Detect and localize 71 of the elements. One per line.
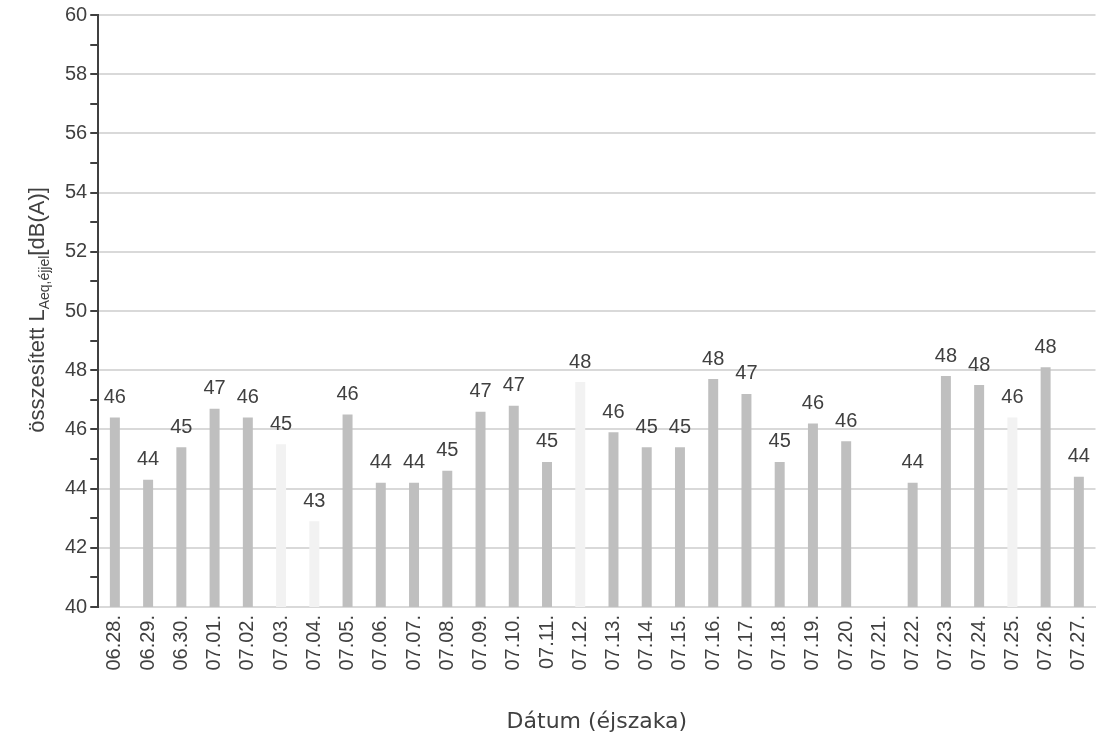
x-tick-label: 07.05. bbox=[335, 614, 358, 671]
data-label: 48 bbox=[1034, 334, 1057, 357]
y-tick-label: 56 bbox=[65, 120, 88, 143]
x-tick-label: 07.21. bbox=[866, 614, 889, 671]
data-label: 43 bbox=[303, 488, 326, 511]
x-tick-label: 07.15. bbox=[667, 614, 690, 671]
data-label: 45 bbox=[535, 429, 559, 452]
data-label: 46 bbox=[236, 385, 259, 408]
y-tick-label: 46 bbox=[65, 416, 88, 439]
y-tick-label: 44 bbox=[65, 476, 88, 499]
x-tick-label: 07.14. bbox=[634, 614, 657, 671]
x-tick-label: 07.25. bbox=[999, 614, 1022, 671]
y-tick-label: 48 bbox=[65, 357, 88, 380]
data-label: 46 bbox=[835, 408, 858, 431]
x-tick-label: 07.09. bbox=[468, 614, 491, 671]
data-label: 45 bbox=[269, 411, 293, 434]
x-tick-label: 07.10. bbox=[501, 614, 524, 671]
x-tick-label: 07.26. bbox=[1033, 614, 1056, 671]
data-label: 45 bbox=[668, 414, 692, 437]
x-tick-label: 07.13. bbox=[601, 614, 623, 671]
x-tick-label: 07.24. bbox=[966, 614, 989, 671]
x-tick-label: 07.01. bbox=[202, 614, 225, 671]
data-label: 44 bbox=[369, 450, 392, 473]
y-tick-label: 60 bbox=[65, 2, 88, 25]
x-tick-label: 07.06. bbox=[368, 614, 391, 671]
data-label: 48 bbox=[569, 349, 592, 372]
y-tick-label: 52 bbox=[65, 239, 88, 262]
data-label: 46 bbox=[801, 390, 825, 413]
x-tick-label: 06.28. bbox=[102, 614, 125, 671]
data-label: 44 bbox=[1067, 444, 1090, 467]
data-label: 48 bbox=[968, 352, 991, 375]
x-tick-label: 07.11. bbox=[534, 614, 557, 670]
x-tick-label: 07.07. bbox=[401, 614, 424, 671]
x-tick-label: 07.27. bbox=[1066, 614, 1089, 671]
x-tick-label: 07.18. bbox=[767, 614, 790, 671]
data-label: 46 bbox=[103, 385, 126, 408]
x-axis-title: Dátum (éjszaka) bbox=[506, 707, 688, 733]
x-tick-label: 07.03. bbox=[268, 614, 291, 671]
x-tick-label: 06.30. bbox=[168, 614, 191, 671]
x-tick-label: 07.02. bbox=[235, 614, 258, 671]
x-tick-label: 07.23. bbox=[933, 614, 956, 671]
x-tick-label: 07.04. bbox=[301, 614, 324, 671]
y-tick-label: 50 bbox=[65, 298, 88, 321]
data-label: 46 bbox=[602, 399, 625, 422]
data-label: 45 bbox=[436, 438, 459, 461]
y-tick-label: 58 bbox=[65, 61, 88, 84]
data-label: 48 bbox=[934, 343, 958, 366]
data-label: 44 bbox=[136, 447, 160, 470]
y-tick-label: 42 bbox=[65, 535, 88, 558]
data-label: 45 bbox=[170, 414, 193, 437]
data-label: 46 bbox=[336, 382, 359, 405]
y-tick-label: 54 bbox=[65, 180, 88, 203]
data-label: 45 bbox=[635, 414, 658, 437]
x-tick-label: 07.08. bbox=[434, 614, 457, 671]
data-label: 47 bbox=[469, 379, 492, 402]
data-label: 45 bbox=[768, 429, 791, 452]
x-tick-label: 07.19. bbox=[800, 614, 823, 671]
x-tick-label: 07.22. bbox=[900, 614, 923, 671]
y-tick-label: 40 bbox=[65, 594, 88, 617]
data-label: 44 bbox=[901, 450, 924, 473]
data-label: 47 bbox=[735, 361, 758, 384]
data-label: 46 bbox=[1001, 385, 1024, 408]
data-label: 48 bbox=[702, 346, 725, 369]
x-tick-label: 07.20. bbox=[833, 614, 856, 671]
x-tick-label: 07.17. bbox=[733, 614, 756, 671]
x-tick-label: 06.29. bbox=[135, 614, 158, 671]
data-label: 47 bbox=[203, 376, 226, 399]
data-label: 47 bbox=[502, 373, 525, 396]
data-label: 44 bbox=[402, 450, 426, 473]
x-tick-label: 07.16. bbox=[700, 614, 723, 671]
x-tick-label: 07.12. bbox=[567, 614, 590, 671]
